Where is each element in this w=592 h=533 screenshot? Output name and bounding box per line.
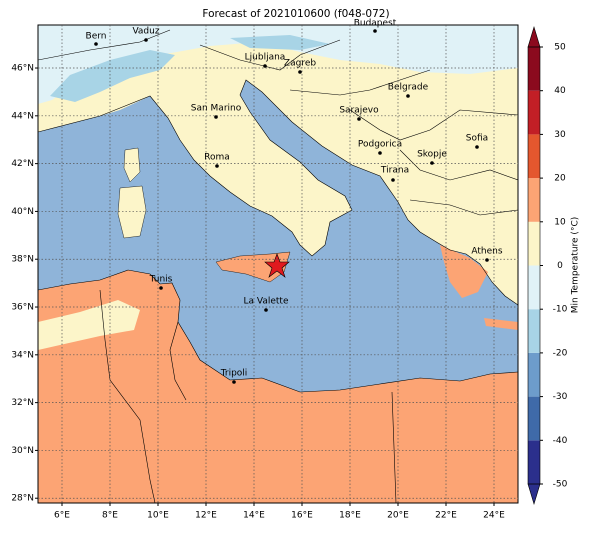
lat-tick-label: 42°N — [11, 159, 34, 169]
city-label: San Marino — [191, 104, 242, 114]
lon-tick-label: 8°E — [102, 511, 118, 521]
colorbar-tick-label: -40 — [553, 436, 568, 446]
city-dot — [159, 286, 163, 290]
cold-zone — [38, 25, 518, 104]
city-label: Podgorica — [358, 140, 402, 150]
city-label: Tirana — [380, 166, 409, 176]
colorbar-tick-label: -30 — [553, 392, 568, 402]
cool-zone — [38, 300, 140, 350]
city-dot — [215, 164, 219, 168]
land-africa — [38, 270, 518, 503]
coastline — [38, 79, 518, 306]
city-dot — [144, 38, 148, 42]
map-title: Forecast of 2021010600 (f048-072) — [202, 8, 389, 20]
colorbar-band — [528, 309, 540, 353]
coastline — [38, 269, 518, 393]
borders — [38, 29, 518, 503]
lon-tick-label: 12°E — [195, 511, 217, 521]
city-label: Tripoli — [220, 369, 248, 379]
colorbar-band — [528, 440, 540, 484]
city-label: Sarajevo — [339, 106, 379, 116]
event-marker — [264, 253, 290, 278]
map-area — [38, 25, 518, 503]
lat-tick-label: 46°N — [11, 64, 34, 74]
colorbar-tick-label: 20 — [554, 174, 566, 184]
city-dot — [406, 94, 410, 98]
sardinia — [117, 185, 147, 239]
lat-tick-label: 40°N — [11, 207, 34, 217]
colorbar-band — [528, 178, 540, 222]
lon-tick-label: 6°E — [54, 511, 70, 521]
city-label: Bern — [86, 32, 107, 42]
lon-tick-label: 10°E — [147, 511, 169, 521]
city-label: Budapest — [354, 19, 397, 29]
city-dot — [94, 42, 98, 46]
colorbar-band — [528, 221, 540, 266]
lat-tick-label: 28°N — [11, 494, 34, 504]
colorbar-band — [528, 265, 540, 310]
lon-tick-label: 24°E — [483, 511, 505, 521]
lon-tick-label: 20°E — [387, 511, 409, 521]
lon-tick-label: 18°E — [339, 511, 361, 521]
city-dot — [485, 258, 489, 262]
colorbar-tick-label: 0 — [557, 261, 563, 271]
colorbar-band — [528, 90, 540, 135]
city-label: Roma — [204, 153, 230, 163]
map-frame — [37, 24, 519, 504]
city-dot — [357, 117, 361, 121]
colorbar-band — [528, 396, 540, 441]
city-label: Belgrade — [388, 83, 429, 93]
city-label: La Valette — [244, 297, 289, 307]
colorbar-band — [528, 47, 540, 91]
city-label: Vaduz — [132, 27, 159, 37]
city-label: Sofia — [466, 134, 488, 144]
city-dot — [391, 178, 395, 182]
city-label: Tunis — [149, 275, 173, 285]
lat-tick-label: 38°N — [11, 255, 34, 265]
colorbar-tick-label: 50 — [554, 43, 566, 53]
city-dot — [214, 115, 218, 119]
colorbar-band — [528, 134, 540, 179]
colorbar-tick-label: 30 — [554, 130, 566, 140]
city-dot — [378, 151, 382, 155]
colorbar-extend — [527, 483, 541, 506]
colorbar-tick-label: -10 — [553, 305, 568, 315]
land-greece — [440, 245, 488, 298]
colorbar-tick-label: -50 — [553, 480, 568, 490]
city-label: Zagreb — [284, 59, 316, 69]
colorbar-label: Min Temperature (°C) — [571, 217, 581, 314]
lat-tick-label: 34°N — [11, 350, 34, 360]
city-dot — [475, 145, 479, 149]
lat-tick-label: 30°N — [11, 446, 34, 456]
city-dot — [430, 161, 434, 165]
lon-tick-label: 16°E — [291, 511, 313, 521]
colder-zone — [50, 35, 330, 102]
lon-tick-label: 14°E — [243, 511, 265, 521]
city-label: Ljubljana — [245, 53, 286, 63]
city-dot — [298, 70, 302, 74]
colorbar-band — [528, 352, 540, 397]
lat-tick-label: 36°N — [11, 303, 34, 313]
lon-tick-label: 22°E — [435, 511, 457, 521]
colorbar-tick-label: 10 — [554, 217, 566, 227]
city-dot — [263, 64, 267, 68]
lat-tick-label: 32°N — [11, 398, 34, 408]
crete — [484, 318, 518, 330]
city-dot — [264, 308, 268, 312]
colorbar-extend — [527, 25, 541, 48]
city-dot — [373, 29, 377, 33]
colorbar-tick-label: 40 — [554, 86, 566, 96]
colorbar-tick-label: -20 — [553, 348, 568, 358]
lat-tick-label: 44°N — [11, 111, 34, 121]
corsica — [123, 147, 141, 183]
city-label: Athens — [471, 247, 502, 257]
city-dot — [232, 380, 236, 384]
city-label: Skopje — [417, 150, 447, 160]
